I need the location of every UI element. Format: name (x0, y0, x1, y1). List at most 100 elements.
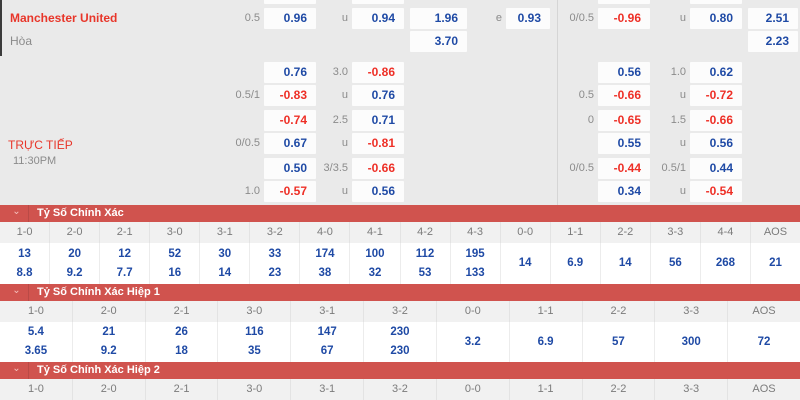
score-odds-cell[interactable]: 112 53 (399, 243, 450, 284)
odds-cell[interactable]: 0.71 (352, 110, 404, 131)
odds-cell[interactable]: 0.55 (598, 133, 650, 154)
score-odds-value[interactable]: 18 (175, 345, 188, 357)
score-odds-cell[interactable]: 195 133 (449, 243, 500, 284)
section-header-bar[interactable]: ⌄ Tỷ Số Chính Xác (0, 205, 800, 222)
score-odds-cell[interactable]: 33 23 (249, 243, 299, 284)
score-odds-cell[interactable]: 52 16 (149, 243, 199, 284)
score-odds-cell[interactable]: 300 (654, 322, 727, 362)
score-odds-value[interactable]: 23 (268, 266, 282, 279)
odds-cell[interactable]: 2.51 (748, 8, 798, 29)
score-odds-value[interactable]: 3.2 (464, 335, 481, 348)
odds-cell[interactable]: -0.54 (690, 181, 742, 202)
score-odds-cell[interactable]: 268 (699, 243, 750, 284)
odds-cell[interactable]: 0.56 (598, 62, 650, 83)
odds-cell[interactable]: -0.81 (352, 133, 404, 154)
score-odds-cell[interactable]: 174 38 (299, 243, 349, 284)
score-odds-value[interactable]: 7.7 (116, 266, 133, 279)
score-odds-value[interactable]: 14 (618, 257, 632, 269)
odds-cell[interactable]: 3.70 (410, 31, 467, 52)
score-odds-value[interactable]: 30 (218, 247, 232, 260)
score-odds-cell[interactable]: 230 230 (363, 322, 436, 362)
score-odds-value[interactable]: 230 (390, 326, 410, 338)
score-odds-value[interactable]: 195 (465, 247, 485, 260)
score-odds-cell[interactable]: 30 14 (199, 243, 249, 284)
odds-cell[interactable]: -0.83 (264, 85, 316, 106)
score-odds-value[interactable]: 230 (390, 345, 410, 357)
score-odds-cell[interactable]: 6.9 (549, 243, 600, 284)
odds-cell-partial[interactable] (264, 0, 316, 4)
odds-cell[interactable]: 0.93 (506, 8, 550, 29)
score-odds-value[interactable]: 14 (518, 257, 532, 269)
score-odds-value[interactable]: 52 (168, 247, 182, 260)
score-odds-value[interactable]: 14 (218, 266, 232, 279)
score-odds-value[interactable]: 9.2 (100, 345, 117, 357)
odds-cell[interactable]: 0.96 (264, 8, 316, 29)
odds-cell[interactable]: 0.34 (598, 181, 650, 202)
score-odds-value[interactable]: 53 (418, 266, 432, 279)
score-odds-value[interactable]: 57 (612, 335, 625, 348)
score-odds-value[interactable]: 13 (18, 247, 31, 260)
odds-cell[interactable]: 0.76 (352, 85, 404, 106)
score-odds-value[interactable]: 6.9 (567, 257, 584, 269)
score-odds-value[interactable]: 38 (318, 266, 332, 279)
score-odds-cell[interactable]: 20 9.2 (49, 243, 99, 284)
odds-cell[interactable]: -0.44 (598, 158, 650, 179)
odds-cell[interactable]: 0.56 (352, 181, 404, 202)
score-odds-value[interactable]: 21 (769, 257, 782, 269)
score-odds-cell[interactable]: 13 8.8 (0, 243, 49, 284)
score-odds-value[interactable]: 100 (365, 247, 385, 260)
score-odds-value[interactable]: 56 (668, 257, 682, 269)
odds-cell[interactable]: -0.72 (690, 85, 742, 106)
score-odds-cell[interactable]: 147 67 (290, 322, 363, 362)
score-odds-value[interactable]: 12 (118, 247, 132, 260)
score-odds-cell[interactable]: 6.9 (508, 322, 582, 362)
score-odds-value[interactable]: 72 (757, 335, 771, 348)
score-odds-value[interactable]: 9.2 (66, 266, 83, 279)
score-odds-value[interactable]: 174 (315, 247, 335, 260)
score-odds-cell[interactable]: 14 (499, 243, 550, 284)
score-odds-cell[interactable]: 21 (749, 243, 800, 284)
odds-cell-partial[interactable] (690, 0, 742, 4)
score-odds-value[interactable]: 20 (68, 247, 81, 260)
score-odds-cell[interactable]: 116 35 (217, 322, 290, 362)
odds-cell[interactable]: -0.66 (598, 85, 650, 106)
odds-cell[interactable]: 0.56 (690, 133, 742, 154)
score-odds-value[interactable]: 67 (320, 345, 334, 357)
odds-cell[interactable]: 2.23 (748, 31, 798, 52)
score-odds-value[interactable]: 147 (317, 326, 337, 338)
score-odds-cell[interactable]: 100 32 (349, 243, 399, 284)
score-odds-value[interactable]: 112 (415, 247, 435, 260)
score-odds-value[interactable]: 6.9 (537, 335, 554, 348)
score-odds-value[interactable]: 268 (715, 257, 735, 269)
score-odds-value[interactable]: 8.8 (16, 266, 33, 279)
score-odds-value[interactable]: 5.4 (27, 326, 44, 338)
chevron-down-icon[interactable]: ⌄ (5, 362, 29, 379)
odds-cell[interactable]: 0.76 (264, 62, 316, 83)
score-odds-cell[interactable]: 14 (599, 243, 650, 284)
odds-cell[interactable]: -0.74 (264, 110, 316, 131)
odds-cell[interactable]: -0.65 (598, 110, 650, 131)
score-odds-value[interactable]: 35 (247, 345, 261, 357)
score-odds-cell[interactable]: 12 7.7 (99, 243, 149, 284)
section-header-bar[interactable]: ⌄ Tỷ Số Chính Xác Hiệp 1 (0, 284, 800, 301)
odds-cell[interactable]: 0.50 (264, 158, 316, 179)
score-odds-value[interactable]: 300 (681, 335, 701, 348)
score-odds-value[interactable]: 16 (168, 266, 182, 279)
odds-cell[interactable]: 0.67 (264, 133, 316, 154)
score-odds-value[interactable]: 116 (245, 326, 264, 338)
odds-cell[interactable]: 0.80 (690, 8, 742, 29)
score-odds-cell[interactable]: 5.4 3.65 (0, 322, 72, 362)
score-odds-value[interactable]: 133 (465, 266, 485, 279)
odds-cell[interactable]: -0.57 (264, 181, 316, 202)
odds-cell[interactable]: 1.96 (410, 8, 467, 29)
score-odds-cell[interactable]: 72 (727, 322, 800, 362)
score-odds-value[interactable]: 32 (368, 266, 382, 279)
score-odds-cell[interactable]: 3.2 (435, 322, 509, 362)
score-odds-value[interactable]: 26 (175, 326, 188, 338)
chevron-down-icon[interactable]: ⌄ (5, 284, 29, 301)
odds-cell-partial[interactable] (598, 0, 650, 4)
score-odds-cell[interactable]: 26 18 (144, 322, 218, 362)
score-odds-value[interactable]: 33 (268, 247, 282, 260)
odds-cell[interactable]: 0.62 (690, 62, 742, 83)
odds-cell[interactable]: 0.94 (352, 8, 404, 29)
